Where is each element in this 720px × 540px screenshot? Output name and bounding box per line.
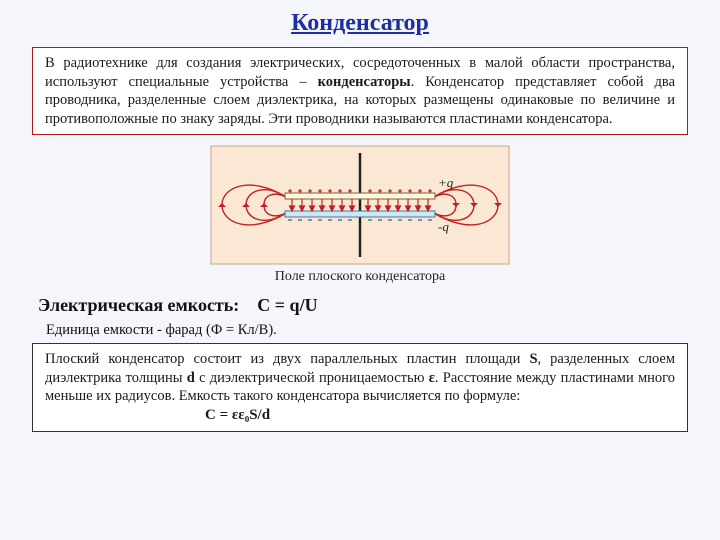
intro-box: В радиотехнике для создания электрически… (32, 47, 688, 135)
capacity-label: Электрическая емкость: (38, 295, 239, 315)
flat-formula: C = εε₀S/d (45, 406, 675, 425)
capacity-formula: C = q/U (257, 295, 317, 315)
flat-S: S (529, 351, 537, 367)
diagram-container: +q -q (32, 145, 688, 265)
diagram-label-pos: +q (438, 175, 454, 190)
flat-capacitor-box: Плоский конденсатор состоит из двух пара… (32, 343, 688, 432)
page-title: Конденсатор (32, 10, 688, 37)
capacity-line: Электрическая емкость: C = q/U (38, 295, 688, 316)
capacitor-field-diagram: +q -q (210, 145, 510, 265)
diagram-caption: Поле плоского конденсатора (32, 269, 688, 285)
diagram-label-neg: -q (438, 219, 449, 234)
flat-d: d (187, 370, 195, 386)
flat-text-3: с диэлектрической проницаемостью (195, 370, 429, 386)
unit-line: Единица емкости - фарад (Ф = Кл/В). (46, 322, 688, 339)
intro-bold-1: конденсаторы (318, 74, 411, 90)
flat-text-1: Плоский конденсатор состоит из двух пара… (45, 351, 529, 367)
